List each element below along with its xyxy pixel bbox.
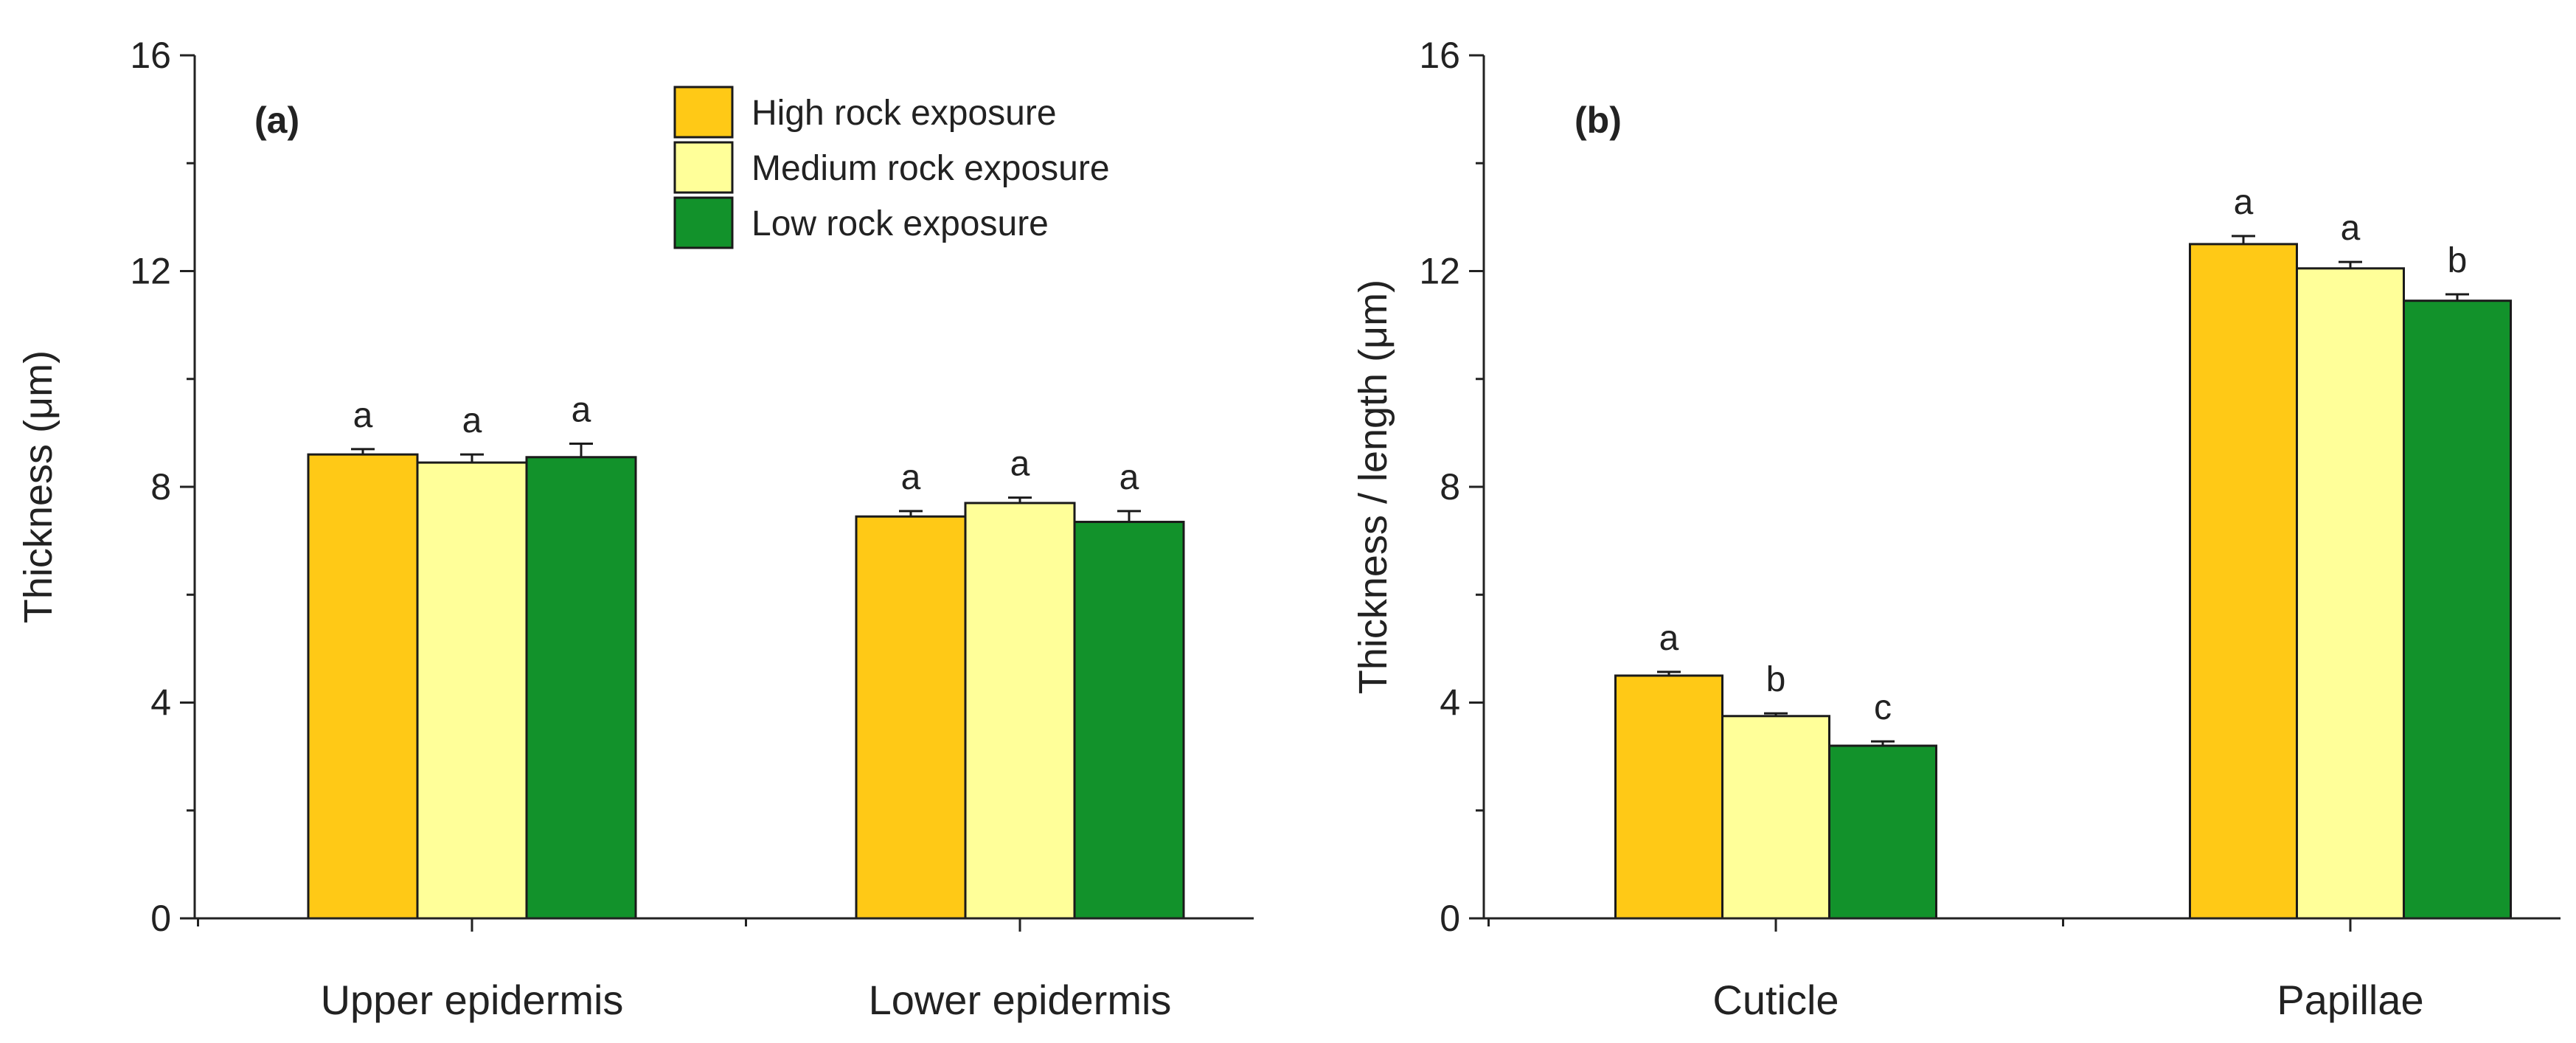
significance-label: a xyxy=(2234,183,2254,222)
category-label: Papillae xyxy=(2277,977,2423,1023)
significance-label: a xyxy=(462,401,482,440)
significance-label: a xyxy=(1659,619,1679,658)
significance-label: a xyxy=(2341,209,2361,248)
panel-b-chart: a a b a c b 0 4 8 12 16 Cuticle Papillae Thickness / … xyxy=(1351,35,2561,1023)
bar-low-2 xyxy=(2403,299,2512,920)
y-tick-label: 0 xyxy=(150,898,171,939)
bar-medium-1 xyxy=(416,461,528,920)
bar-medium-2 xyxy=(2296,267,2405,920)
y-tick-label: 4 xyxy=(150,682,171,724)
bar-low-1 xyxy=(1828,744,1937,920)
bar-medium-2 xyxy=(964,502,1076,920)
significance-label: a xyxy=(572,391,591,430)
significance-label: c xyxy=(1874,688,1892,727)
significance-label: a xyxy=(1119,458,1139,497)
y-tick-label: 16 xyxy=(130,35,171,76)
legend-label: Low rock exposure xyxy=(751,204,1049,243)
panel-label: (a) xyxy=(254,100,299,141)
bar-low-1 xyxy=(525,456,637,920)
panel-label: (b) xyxy=(1575,100,1622,141)
y-tick-label: 12 xyxy=(1419,251,1460,292)
bar-high-1 xyxy=(307,453,419,920)
y-tick-label: 0 xyxy=(1440,898,1460,939)
legend-swatch-medium xyxy=(673,141,734,194)
bar-high-2 xyxy=(855,515,967,920)
significance-label: a xyxy=(353,396,373,435)
y-axis-title: Thickness (μm) xyxy=(16,350,60,623)
significance-label: a xyxy=(901,458,921,497)
legend-swatch-low xyxy=(673,196,734,249)
significance-label: a xyxy=(1010,445,1030,484)
bar-high-1 xyxy=(1614,674,1723,920)
legend-label: Medium rock exposure xyxy=(751,149,1110,188)
significance-label: b xyxy=(1766,660,1786,699)
y-tick-label: 8 xyxy=(150,466,171,507)
y-tick-label: 8 xyxy=(1440,466,1460,507)
bar-low-2 xyxy=(1073,521,1185,920)
y-tick-label: 16 xyxy=(1419,35,1460,76)
y-axis-title: Thickness / length (μm) xyxy=(1351,280,1395,694)
y-tick-label: 12 xyxy=(130,251,171,292)
category-label: Lower epidermis xyxy=(869,977,1172,1023)
legend-label: High rock exposure xyxy=(751,94,1057,133)
category-label: Cuticle xyxy=(1712,977,1839,1023)
significance-label: b xyxy=(2448,241,2468,280)
category-label: Upper epidermis xyxy=(321,977,624,1023)
bar-high-2 xyxy=(2189,243,2298,920)
legend-swatch-high xyxy=(673,86,734,139)
bar-medium-1 xyxy=(1721,715,1830,920)
panel-a-chart: a a a a a a 0 4 8 12 16 Upper epidermis Lower epider… xyxy=(16,35,1254,1023)
y-tick-label: 4 xyxy=(1440,682,1460,724)
